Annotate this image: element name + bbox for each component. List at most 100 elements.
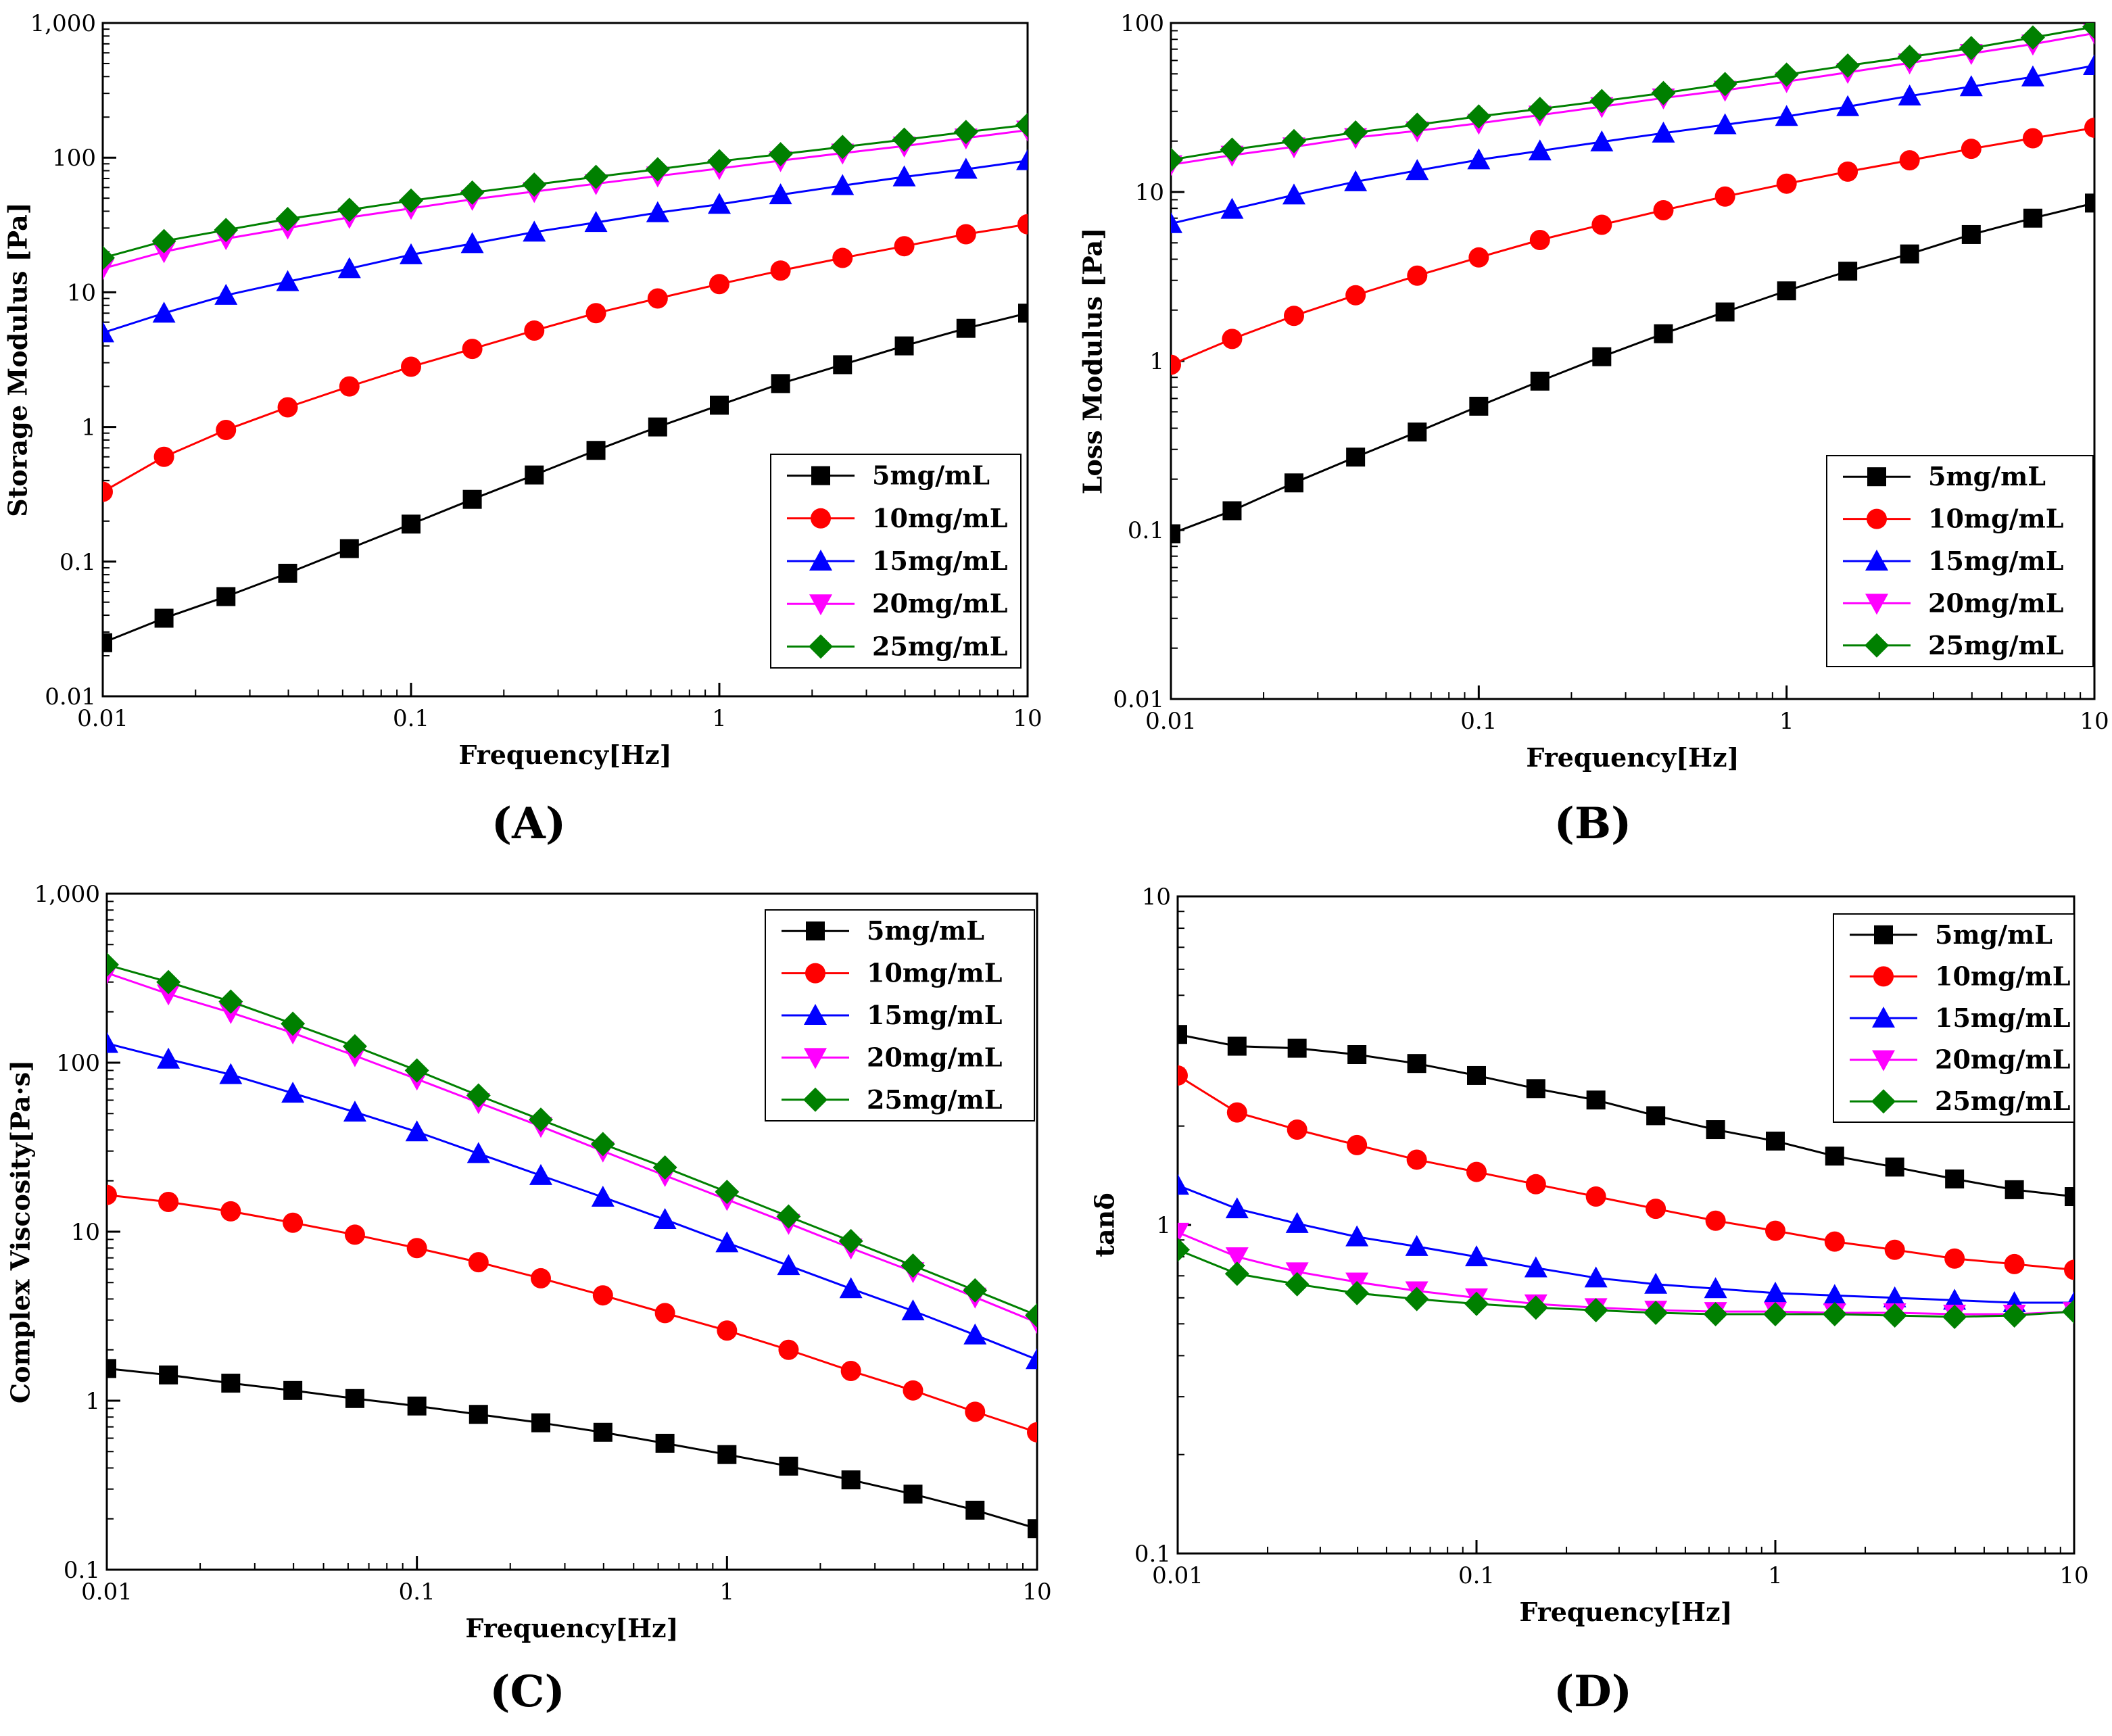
panel-label: (B) — [1554, 798, 1632, 849]
data-point — [1405, 112, 1430, 137]
data-point — [2020, 25, 2045, 50]
data-point — [839, 1277, 863, 1299]
legend-label: 25mg/mL — [1935, 1086, 2070, 1116]
data-point — [709, 274, 729, 295]
data-point — [1017, 214, 1028, 235]
data-point — [955, 224, 976, 245]
data-point — [216, 420, 237, 441]
data-point — [1465, 1245, 1488, 1267]
data-point — [1961, 139, 1982, 160]
data-point — [525, 465, 544, 485]
legend-marker — [1872, 1007, 1895, 1028]
data-point — [1028, 1519, 1037, 1539]
data-point — [466, 1142, 490, 1163]
legend-marker — [809, 634, 833, 659]
data-point — [1287, 1119, 1307, 1140]
data-point — [1025, 1303, 1037, 1328]
data-point — [1764, 1281, 1787, 1303]
data-point — [1525, 1174, 1546, 1195]
data-point — [530, 1268, 551, 1288]
series-line-25mg-ml — [103, 124, 1028, 259]
data-point — [1227, 1036, 1247, 1056]
data-point — [777, 1254, 800, 1276]
data-point — [107, 953, 119, 978]
data-point — [1178, 1174, 1189, 1195]
series-line-5mg-ml — [1171, 201, 2094, 535]
legend-marker — [805, 963, 825, 984]
x-tick-label: 10 — [2059, 1562, 2088, 1589]
data-point — [221, 1374, 241, 1393]
data-point — [218, 989, 243, 1014]
data-point — [156, 969, 181, 994]
data-point — [1775, 105, 1798, 126]
data-point — [1469, 396, 1489, 416]
data-point — [1467, 1065, 1486, 1085]
y-tick-label: 0.1 — [1128, 517, 1164, 544]
data-point — [531, 1413, 550, 1432]
data-point — [153, 446, 174, 467]
data-point — [1704, 1277, 1727, 1299]
legend-label: 5mg/mL — [867, 915, 984, 946]
data-point — [277, 397, 298, 418]
series-line-15mg-ml — [1178, 1184, 2074, 1304]
data-point — [1646, 1199, 1666, 1220]
data-point — [1027, 1422, 1037, 1443]
data-point — [1345, 1280, 1370, 1305]
data-point — [460, 232, 484, 254]
legend-marker — [1874, 925, 1893, 944]
data-point — [405, 1120, 429, 1142]
data-point — [894, 236, 915, 257]
legend-marker — [809, 550, 832, 571]
legend-label: 10mg/mL — [872, 503, 1007, 533]
legend-marker — [803, 1087, 827, 1112]
data-point — [219, 1063, 243, 1084]
data-point — [1523, 1295, 1548, 1320]
data-point — [1281, 128, 1306, 153]
data-point — [1825, 1147, 1844, 1166]
y-axis-title: Complex Viscosity[Pa·s] — [5, 1060, 36, 1403]
legend-marker — [809, 594, 832, 616]
legend-label: 10mg/mL — [867, 958, 1002, 988]
data-point — [1345, 285, 1366, 306]
series-layer — [1171, 23, 2094, 544]
data-point — [460, 180, 485, 205]
data-point — [592, 1285, 613, 1306]
legend: 5mg/mL 10mg/mL 15mg/mL 20mg/mL 25mg/mL — [1826, 455, 2094, 667]
y-tick-label: 1,000 — [34, 881, 100, 908]
y-tick-label: 100 — [1120, 10, 1164, 37]
data-point — [1466, 104, 1491, 129]
data-point — [1776, 173, 1797, 194]
data-point — [648, 417, 667, 437]
legend-marker — [811, 508, 831, 529]
data-point — [1530, 371, 1550, 391]
data-point — [1225, 1247, 1249, 1269]
data-point — [584, 211, 608, 233]
data-point — [770, 260, 791, 281]
data-point — [400, 243, 423, 264]
data-point — [1220, 137, 1245, 162]
legend-label: 10mg/mL — [1935, 961, 2070, 991]
legend-label: 15mg/mL — [1928, 546, 2063, 576]
data-point — [1651, 80, 1676, 105]
data-point — [1766, 1131, 1785, 1151]
x-tick-label: 0.01 — [81, 1578, 133, 1606]
legend-label: 5mg/mL — [1928, 461, 2046, 491]
data-point — [1344, 170, 1368, 191]
chart-panel-c: 0.01 0.1 1 100.11101001,000Frequency[Hz]Com… — [5, 881, 1052, 1717]
data-point — [963, 1323, 987, 1345]
panel-label: (C) — [489, 1666, 565, 1717]
data-point — [652, 1155, 677, 1180]
y-tick-label: 1 — [1156, 1212, 1171, 1239]
data-point — [399, 188, 423, 213]
legend-marker — [1871, 1089, 1896, 1114]
series-line-15mg-ml — [107, 1042, 1037, 1361]
data-point — [1643, 1301, 1669, 1326]
legend-label: 20mg/mL — [1935, 1044, 2070, 1075]
data-point — [771, 374, 790, 393]
data-point — [107, 1359, 116, 1378]
legend-label: 25mg/mL — [867, 1084, 1002, 1115]
y-tick-label: 0.1 — [64, 1557, 100, 1584]
data-point — [1900, 244, 1919, 264]
data-point — [654, 1303, 675, 1324]
data-point — [1713, 113, 1737, 135]
